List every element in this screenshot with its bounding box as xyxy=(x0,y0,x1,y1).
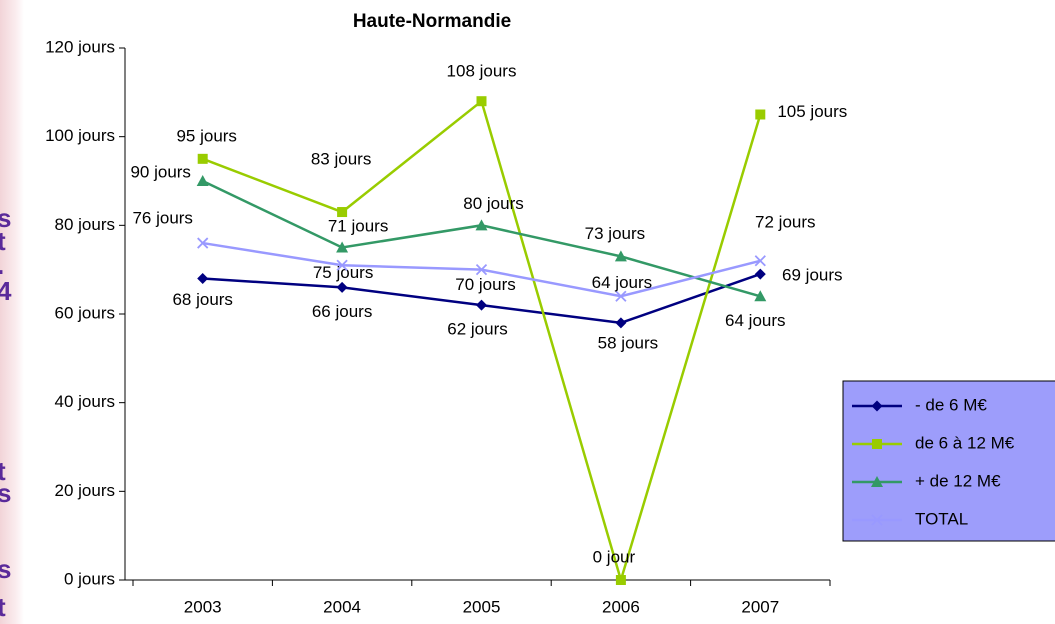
marker-cross xyxy=(336,259,348,271)
side-fragment: t xyxy=(0,592,6,622)
data-label: 105 jours xyxy=(777,102,847,121)
data-label: 68 jours xyxy=(172,290,232,309)
x-tick-label: 2004 xyxy=(323,597,361,616)
marker xyxy=(615,575,626,585)
data-label: 64 jours xyxy=(592,273,652,292)
data-label: 66 jours xyxy=(312,302,372,321)
y-tick-label: 40 jours xyxy=(55,392,115,411)
marker xyxy=(614,250,627,262)
marker xyxy=(476,299,487,311)
y-tick-label: 100 jours xyxy=(45,126,115,145)
data-label: 72 jours xyxy=(755,212,815,231)
data-label: 70 jours xyxy=(455,275,515,294)
marker xyxy=(754,290,767,302)
side-fragment: t xyxy=(0,226,6,256)
x-tick-label: 2005 xyxy=(463,597,501,616)
marker xyxy=(197,237,209,249)
marker xyxy=(615,317,627,329)
marker-cross xyxy=(475,264,488,276)
marker xyxy=(196,175,209,186)
marker xyxy=(336,241,349,253)
marker-cross xyxy=(871,514,883,526)
background-strip xyxy=(0,0,24,624)
side-fragment: s xyxy=(0,478,12,508)
marker xyxy=(197,153,208,164)
data-label: 90 jours xyxy=(130,162,190,181)
side-fragment: t xyxy=(0,456,6,486)
marker xyxy=(475,219,488,231)
y-tick-label: 20 jours xyxy=(55,481,115,500)
legend: - de 6 M€ de 6 à 12 M€ + de 12 M€ TOTAL xyxy=(842,380,1055,542)
side-fragment: s xyxy=(0,203,12,233)
data-label: 76 jours xyxy=(132,209,192,228)
chart-title: Haute-Normandie xyxy=(353,11,511,32)
x-tick-label: 2007 xyxy=(741,597,779,616)
marker-cross xyxy=(615,290,627,302)
series-line xyxy=(202,99,762,585)
legend-label: de 6 à 12 M€ xyxy=(915,433,1015,452)
side-fragment: s xyxy=(0,554,12,584)
marker xyxy=(475,264,488,276)
y-tick-label: 0 jours xyxy=(64,569,115,588)
y-tick-label: 60 jours xyxy=(55,303,115,322)
data-label: 71 jours xyxy=(328,217,388,236)
marker xyxy=(754,268,766,280)
data-label: 0 jour xyxy=(593,547,636,566)
marker xyxy=(615,290,627,302)
marker xyxy=(336,259,348,271)
data-label: 73 jours xyxy=(585,224,645,243)
marker xyxy=(755,109,766,120)
marker xyxy=(871,400,883,412)
side-fragment: . xyxy=(0,252,4,278)
marker xyxy=(336,281,348,293)
marker-cross xyxy=(197,237,209,249)
legend-label: + de 12 M€ xyxy=(915,471,1001,490)
x-tick-label: 2003 xyxy=(184,597,222,616)
marker xyxy=(476,96,487,107)
data-label: 95 jours xyxy=(176,126,236,145)
data-label: 108 jours xyxy=(447,62,517,81)
data-label: 83 jours xyxy=(311,150,371,169)
data-label: 58 jours xyxy=(598,333,658,352)
marker xyxy=(197,273,209,285)
marker xyxy=(337,207,348,218)
marker xyxy=(754,255,766,267)
side-fragment: 4 xyxy=(0,276,12,306)
data-label: 80 jours xyxy=(463,194,523,213)
legend-label: - de 6 M€ xyxy=(915,395,987,414)
data-label: 75 jours xyxy=(313,263,373,282)
marker xyxy=(871,476,883,487)
data-label: 69 jours xyxy=(782,266,842,285)
data-label: 64 jours xyxy=(725,311,785,330)
y-tick-label: 120 jours xyxy=(45,37,115,56)
x-tick-label: 2006 xyxy=(602,597,640,616)
marker-cross xyxy=(754,255,766,267)
marker xyxy=(872,439,882,449)
data-label: 62 jours xyxy=(447,320,507,339)
y-tick-label: 80 jours xyxy=(55,215,115,234)
legend-label: TOTAL xyxy=(915,509,968,528)
marker xyxy=(871,514,883,526)
